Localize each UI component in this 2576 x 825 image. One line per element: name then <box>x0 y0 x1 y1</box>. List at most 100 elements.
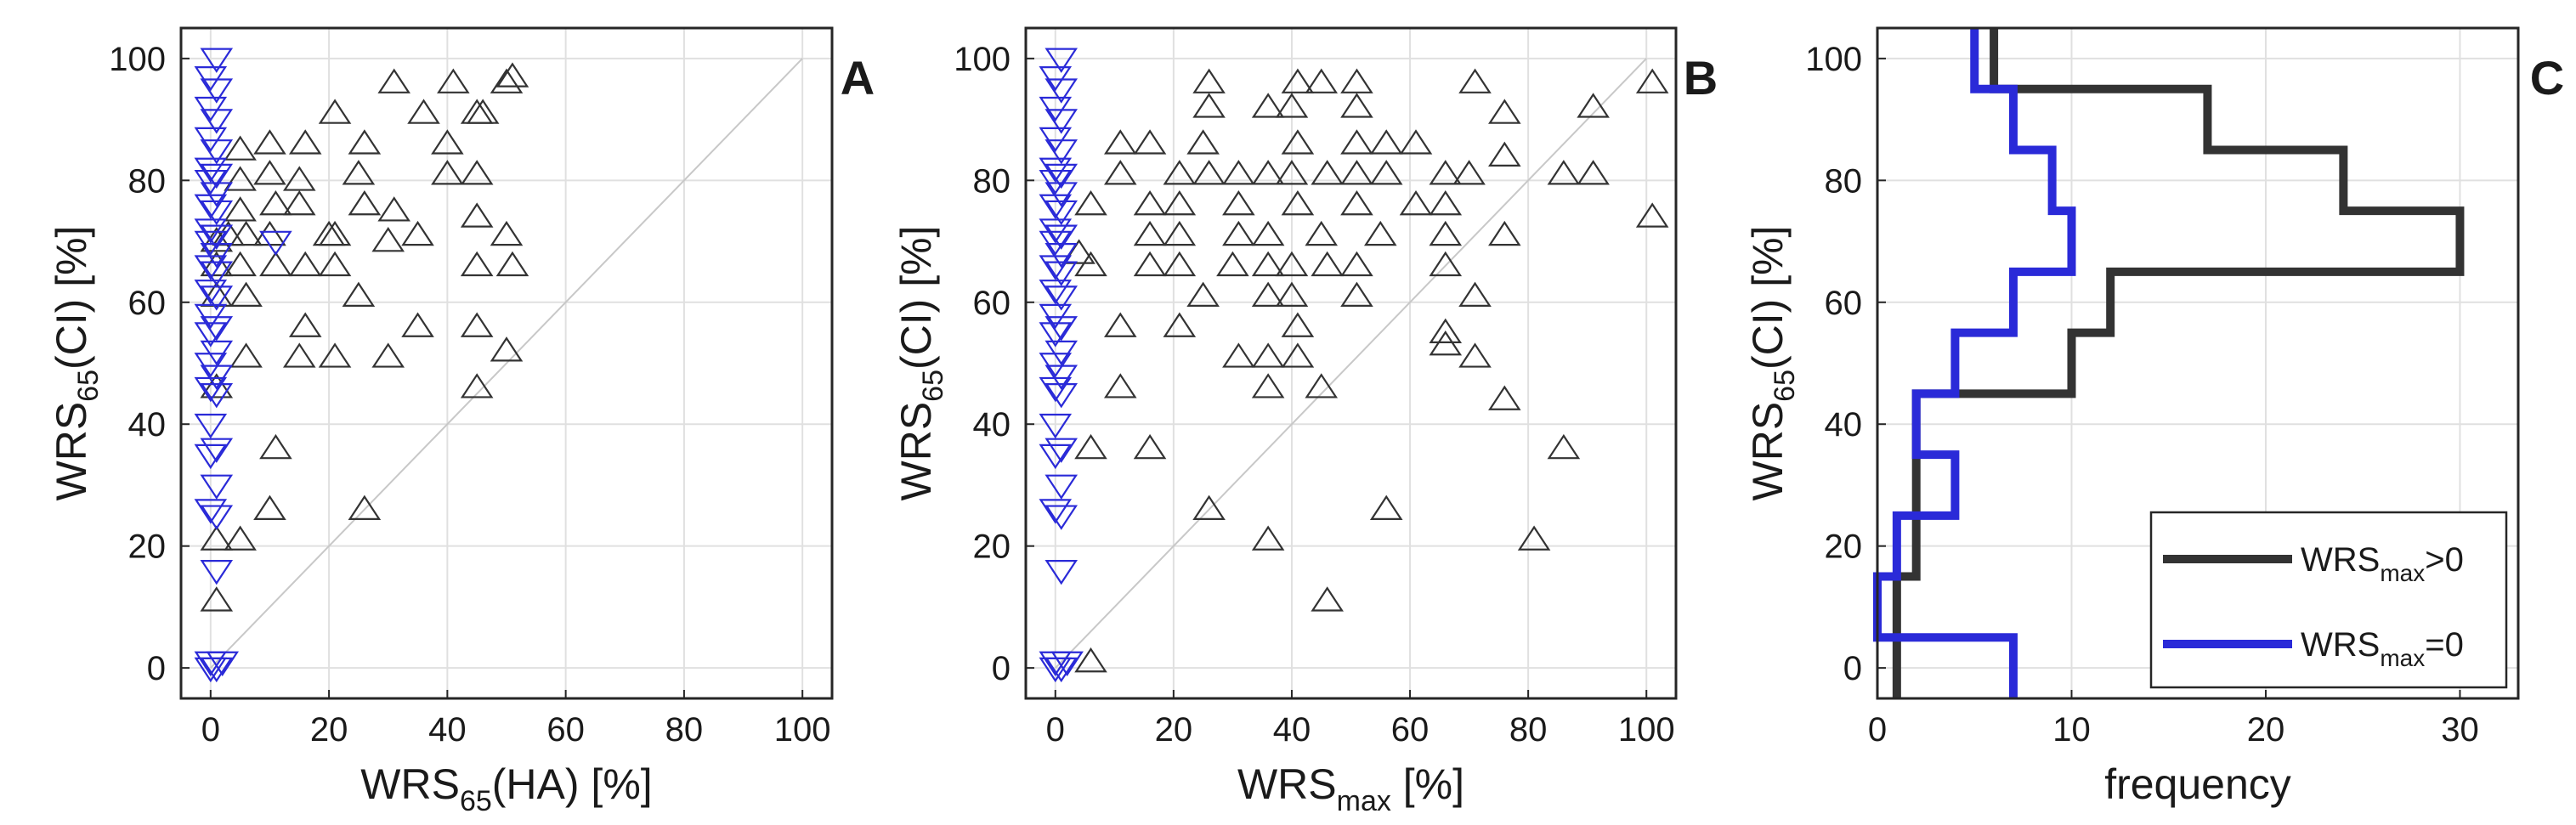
series-wrsmax-zero <box>1039 48 1084 683</box>
marker-triangle-down <box>1039 322 1073 348</box>
marker-triangle-down <box>1039 444 1073 470</box>
marker-triangle-down <box>200 163 234 189</box>
y-tick-label: 80 <box>973 162 1011 200</box>
marker-triangle-up <box>1429 220 1463 246</box>
marker-triangle-down <box>259 230 292 257</box>
marker-triangle-up <box>1340 281 1373 307</box>
marker-triangle-up <box>342 281 376 307</box>
marker-triangle-up <box>1216 251 1249 277</box>
marker-triangle-up <box>1163 160 1197 185</box>
marker-triangle-up <box>1281 129 1315 155</box>
legend-label: WRSmax=0 <box>2301 626 2464 671</box>
marker-triangle-up <box>466 99 500 124</box>
y-axis-label-sub: 65 <box>1769 370 1801 402</box>
marker-triangle-down <box>1045 48 1079 73</box>
x-tick-label: 20 <box>1155 711 1193 749</box>
marker-triangle-up <box>1133 251 1167 277</box>
marker-triangle-down <box>194 376 228 403</box>
marker-triangle-up <box>224 251 257 277</box>
marker-triangle-up <box>1163 220 1197 246</box>
marker-triangle-up <box>1275 281 1309 307</box>
marker-triangle-down <box>200 261 234 286</box>
marker-triangle-up <box>460 202 494 228</box>
marker-triangle-up <box>1452 160 1486 185</box>
marker-triangle-down <box>194 280 228 305</box>
marker-triangle-down <box>1039 194 1073 220</box>
marker-triangle-up <box>1340 190 1373 216</box>
marker-triangle-up <box>1192 494 1226 520</box>
x-tick-label: 100 <box>1618 711 1675 749</box>
y-axis-label: WRS65(CI) [%] <box>1744 226 1801 501</box>
legend-label-main: WRS <box>2301 626 2380 664</box>
marker-triangle-down <box>194 499 228 524</box>
marker-triangle-up <box>1103 312 1137 337</box>
y-tick-label: 0 <box>1843 650 1862 687</box>
x-axis-label-main: WRS <box>1237 760 1337 808</box>
marker-triangle-down <box>1050 651 1084 676</box>
marker-triangle-up <box>1163 312 1197 337</box>
y-tick-label: 60 <box>1825 285 1863 322</box>
marker-triangle-up <box>1311 586 1344 612</box>
x-tick-label: 80 <box>665 711 704 749</box>
marker-triangle-up <box>1222 342 1255 368</box>
marker-triangle-down <box>1045 139 1079 165</box>
marker-triangle-up <box>1340 68 1373 93</box>
y-axis-label-sub: 65 <box>72 370 105 402</box>
x-tick-label: 60 <box>1391 711 1430 749</box>
marker-triangle-down <box>194 353 228 378</box>
marker-triangle-up <box>460 251 494 277</box>
marker-triangle-up <box>1251 525 1285 551</box>
marker-triangle-up <box>1222 190 1255 216</box>
marker-triangle-up <box>318 220 352 246</box>
marker-triangle-down <box>1039 96 1073 122</box>
marker-triangle-up <box>253 494 286 520</box>
marker-triangle-down <box>200 340 234 366</box>
marker-triangle-up <box>1517 525 1551 551</box>
marker-triangle-up <box>1133 220 1167 246</box>
marker-triangle-up <box>253 160 286 185</box>
marker-triangle-up <box>288 251 322 277</box>
y-tick-label: 80 <box>1825 162 1863 200</box>
x-tick-label: 20 <box>2247 711 2285 749</box>
marker-triangle-down <box>200 200 234 226</box>
y-tick-label: 60 <box>973 285 1011 322</box>
x-tick-label: 0 <box>1046 711 1065 749</box>
marker-triangle-down <box>1045 78 1079 104</box>
marker-triangle-up <box>1311 160 1344 185</box>
marker-triangle-down <box>1045 109 1079 134</box>
marker-triangle-down <box>1039 157 1073 183</box>
marker-triangle-down <box>1045 163 1079 189</box>
marker-triangle-up <box>1275 93 1309 118</box>
marker-triangle-up <box>1340 93 1373 118</box>
marker-triangle-down <box>200 474 234 500</box>
marker-triangle-up <box>1281 68 1315 93</box>
marker-triangle-down <box>1045 340 1079 366</box>
marker-triangle-up <box>282 190 316 216</box>
marker-triangle-up <box>1340 251 1373 277</box>
x-tick-label: 20 <box>310 711 348 749</box>
stairs-wrsmax-zero <box>1873 28 2076 698</box>
identity-line <box>210 58 803 669</box>
marker-triangle-up <box>1488 220 1521 246</box>
marker-triangle-up <box>1074 647 1107 673</box>
marker-triangle-up <box>407 99 440 124</box>
marker-triangle-up <box>1577 93 1610 118</box>
marker-triangle-down <box>1039 657 1073 683</box>
marker-triangle-up <box>1186 281 1220 307</box>
marker-triangle-up <box>1458 68 1492 93</box>
marker-triangle-up <box>1133 129 1167 155</box>
marker-triangle-down <box>200 182 234 207</box>
marker-triangle-up <box>1399 129 1433 155</box>
marker-triangle-down <box>194 127 228 153</box>
x-tick-label: 40 <box>428 711 467 749</box>
marker-triangle-up <box>1305 68 1339 93</box>
y-tick-label: 100 <box>1805 41 1862 78</box>
x-axis-label: WRS65(HA) [%] <box>360 760 652 817</box>
marker-triangle-up <box>1222 220 1255 246</box>
marker-triangle-up <box>312 220 346 246</box>
marker-triangle-down <box>200 224 234 250</box>
x-tick-label: 60 <box>546 711 585 749</box>
panel-label: B <box>1684 51 1718 105</box>
